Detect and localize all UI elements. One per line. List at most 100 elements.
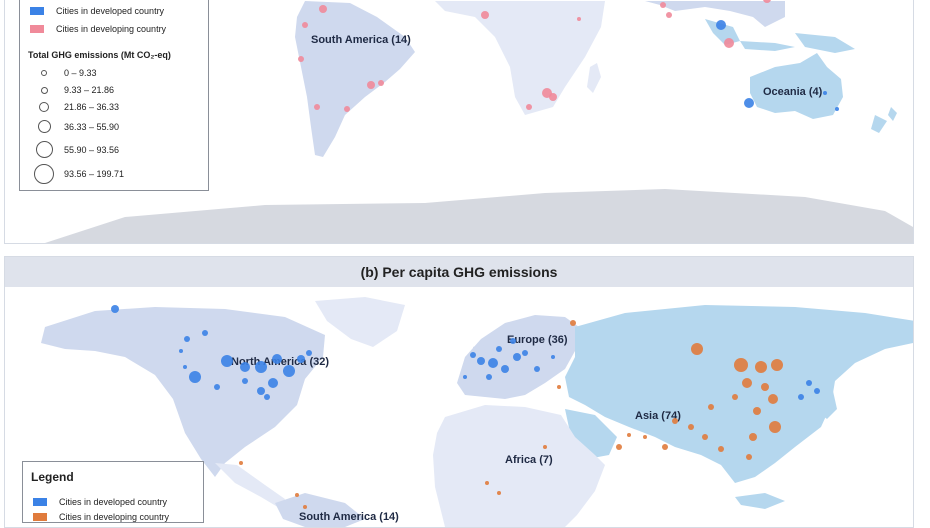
city-point [534, 366, 540, 372]
city-point [749, 433, 757, 441]
city-point [501, 365, 509, 373]
size-circle-1 [41, 70, 47, 76]
city-point [477, 357, 485, 365]
city-point [755, 361, 767, 373]
size-class-row: 9.33 – 21.86 [30, 85, 114, 95]
city-point [202, 330, 208, 336]
city-points-a [298, 0, 839, 112]
size-class-row: 21.86 – 36.33 [30, 102, 119, 112]
city-point [616, 444, 622, 450]
city-point [111, 305, 119, 313]
city-point [239, 461, 243, 465]
region-label-south-america-b: South America (14) [299, 511, 399, 523]
city-point [577, 17, 581, 21]
city-point [734, 358, 748, 372]
city-point [769, 421, 781, 433]
city-point [257, 387, 265, 395]
city-point [510, 338, 516, 344]
city-point [742, 378, 752, 388]
region-label-europe: Europe (36) [507, 334, 568, 346]
city-point [319, 5, 327, 13]
size-class-label: 21.86 – 36.33 [64, 102, 120, 112]
asia-landmass-a [645, 1, 785, 27]
legend-a-developed: Cities in developed country [30, 6, 164, 16]
legend-b-developed: Cities in developed country [33, 497, 167, 507]
city-point [732, 394, 738, 400]
city-point [183, 365, 187, 369]
legend-a-developing: Cities in developing country [30, 24, 166, 34]
city-point [763, 0, 771, 3]
city-points-b [111, 305, 820, 509]
developing-swatch [30, 25, 44, 33]
size-circle-5 [35, 141, 53, 158]
panel-total-emissions-map: South America (14) Oceania (4) Cities in… [4, 0, 914, 244]
size-circle-3 [39, 102, 49, 112]
city-point [746, 454, 752, 460]
developed-swatch [30, 7, 44, 15]
size-circle-4 [37, 120, 51, 133]
city-point [184, 336, 190, 342]
antarctica-landmass [45, 189, 913, 243]
size-class-row: 55.90 – 93.56 [30, 141, 119, 158]
city-point [302, 22, 308, 28]
size-class-label: 55.90 – 93.56 [64, 144, 120, 155]
city-point [189, 371, 201, 383]
city-point [298, 56, 304, 62]
city-point [543, 445, 547, 449]
city-point [691, 343, 703, 355]
city-point [264, 394, 270, 400]
city-point [724, 38, 734, 48]
size-class-label: 93.56 – 199.71 [64, 169, 125, 179]
city-point [672, 418, 678, 424]
city-point [660, 2, 666, 8]
panel-per-capita-map: (b) Per capita GHG emissions No [4, 256, 914, 528]
map-a-svg: South America (14) Oceania (4) [45, 0, 913, 243]
region-label-south-america: South America (14) [311, 34, 411, 46]
city-point [486, 374, 492, 380]
city-point [344, 106, 350, 112]
city-point [798, 394, 804, 400]
legend-b-title: Legend [31, 470, 74, 484]
size-class-row: 93.56 – 199.71 [30, 164, 124, 184]
city-point [768, 394, 778, 404]
city-point [378, 80, 384, 86]
city-point [255, 361, 267, 373]
city-point [272, 354, 282, 364]
city-point [485, 481, 489, 485]
city-point [823, 91, 827, 95]
city-point [295, 493, 299, 497]
city-point [463, 375, 467, 379]
city-point [179, 349, 183, 353]
city-point [570, 320, 576, 326]
legend-a-size-title: Total GHG emissions (Mt CO₂-eq) [28, 50, 171, 60]
developed-swatch [33, 498, 47, 506]
size-class-label: 0 – 9.33 [64, 68, 97, 78]
city-point [297, 355, 305, 363]
city-point [481, 11, 489, 19]
city-point [314, 104, 320, 110]
city-point [814, 388, 820, 394]
africa-landmass [435, 1, 605, 115]
north-america-landmass [41, 307, 325, 477]
city-point [303, 505, 307, 509]
city-point [744, 98, 754, 108]
city-point [240, 362, 250, 372]
developing-swatch [33, 513, 47, 521]
size-class-label: 9.33 – 21.86 [64, 85, 115, 95]
city-point [771, 359, 783, 371]
city-point [835, 107, 839, 111]
city-point [662, 444, 668, 450]
city-point [806, 380, 812, 386]
city-point [718, 446, 724, 452]
region-label-oceania: Oceania (4) [763, 86, 823, 98]
legend-b-developed-label: Cities in developed country [59, 497, 168, 507]
city-point [221, 355, 233, 367]
city-point [496, 346, 502, 352]
africa-landmass-b [433, 405, 605, 527]
city-point [753, 407, 761, 415]
panel-b-title: (b) Per capita GHG emissions [5, 257, 913, 287]
legend-a: Cities in developed country Cities in de… [19, 0, 209, 191]
city-point [708, 404, 714, 410]
legend-b: Legend Cities in developed country Citie… [22, 461, 204, 523]
city-point [367, 81, 375, 89]
